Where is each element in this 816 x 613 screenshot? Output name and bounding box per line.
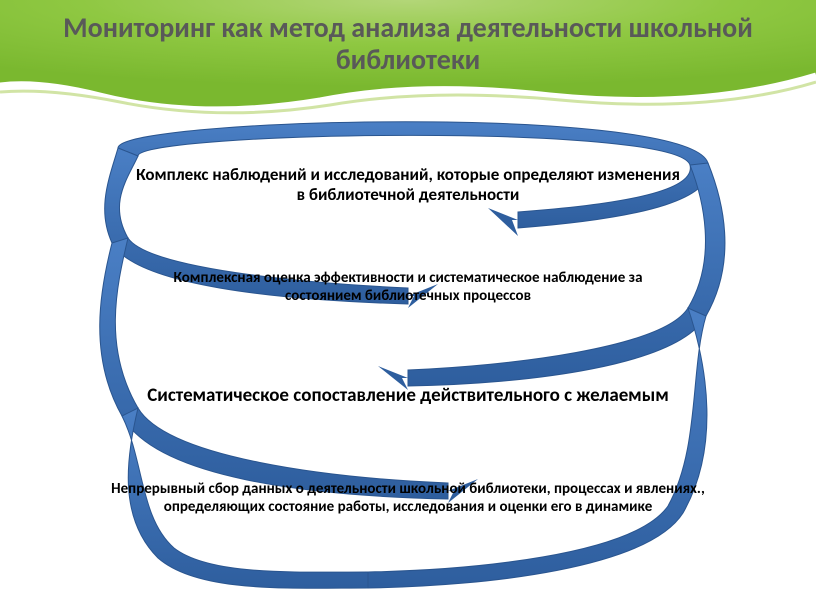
slide-title: Мониторинг как метод анализа деятельност…	[0, 12, 816, 76]
diagram-item-2: Комплексная оценка эффективности и систе…	[153, 269, 663, 305]
diagram-item-3: Систематическое сопоставление действител…	[98, 384, 718, 407]
diagram-item-4: Непрерывный сбор данных о деятельности ш…	[78, 480, 738, 516]
diagram-item-1: Комплекс наблюдений и исследований, кото…	[133, 165, 683, 206]
